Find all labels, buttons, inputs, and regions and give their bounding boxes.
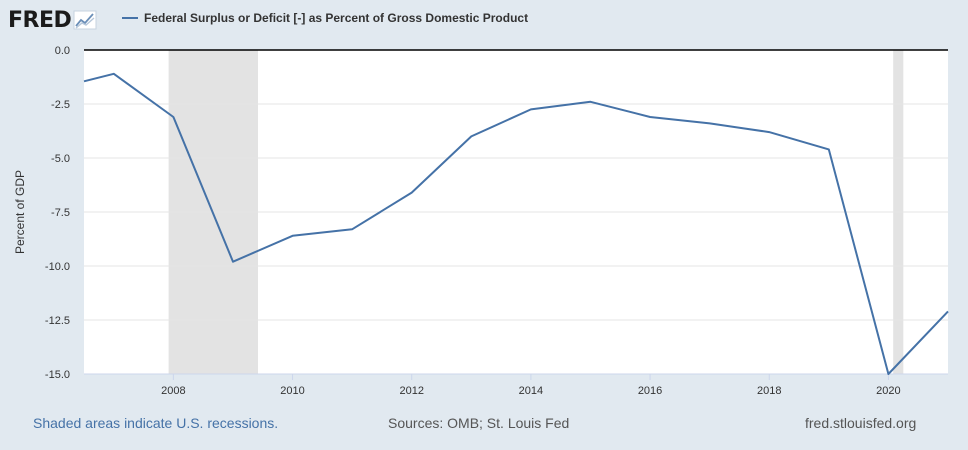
x-tick-label: 2012 [399,385,423,397]
y-tick-label: 0.0 [55,45,70,57]
y-tick-label: -7.5 [51,207,70,219]
legend-label: Federal Surplus or Deficit [-] as Percen… [144,11,529,25]
recession-note: Shaded areas indicate U.S. recessions. [33,415,279,431]
fred-logo[interactable]: FRED [8,6,97,34]
x-tick-label: 2018 [757,385,781,397]
y-tick-label: -15.0 [45,369,70,381]
y-tick-label: -10.0 [45,261,70,273]
x-tick-label: 2016 [638,385,662,397]
y-axis-label: Percent of GDP [13,170,27,254]
y-tick-label: -2.5 [51,99,70,111]
sources-text: Sources: OMB; St. Louis Fed [388,415,570,431]
series-line[interactable] [83,72,949,375]
x-tick-label: 2020 [876,385,900,397]
y-tick-label: -12.5 [45,315,70,327]
x-tick-label: 2008 [161,385,185,397]
legend-swatch [122,17,138,19]
chart-legend[interactable]: Federal Surplus or Deficit [-] as Percen… [122,11,528,25]
x-tick-label: 2010 [280,385,304,397]
y-tick-label: -5.0 [51,153,70,165]
site-link[interactable]: fred.stlouisfed.org [805,415,917,431]
x-tick-label: 2014 [519,385,543,397]
chart[interactable]: 0.0 -2.5 -5.0 -7.5 -10.0 -12.5 -15.0 2008 2010 20… [0,0,968,410]
fred-logo-text: FRED [8,7,72,33]
chart-line-icon [73,10,97,30]
